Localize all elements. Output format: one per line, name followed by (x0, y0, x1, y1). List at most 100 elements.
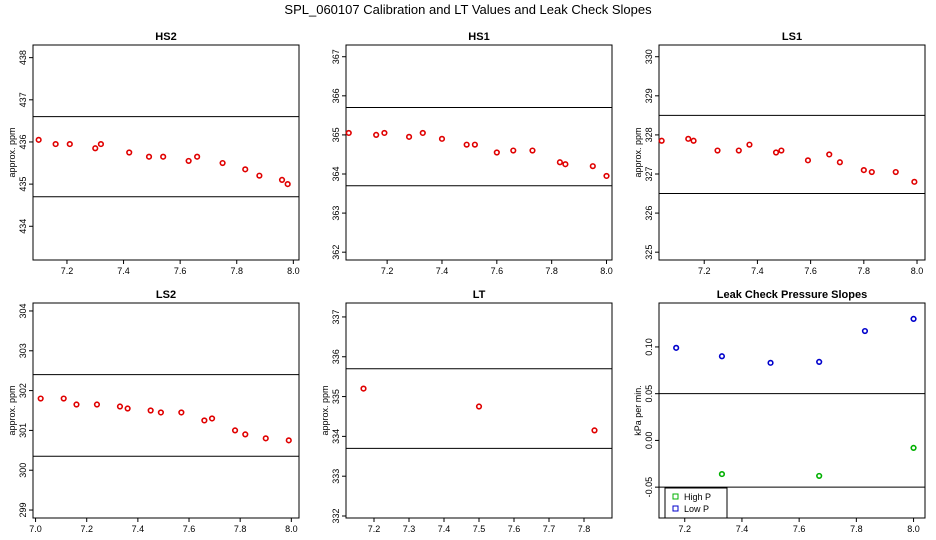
data-point (97, 140, 105, 148)
y-tick-label: 329 (644, 88, 654, 103)
x-tick-label: 7.8 (234, 524, 247, 534)
x-tick-label: 7.2 (698, 266, 711, 276)
data-point (556, 159, 563, 166)
x-tick-label: 7.8 (545, 266, 558, 276)
data-point (685, 135, 692, 142)
data-point (35, 136, 42, 143)
x-tick-label: 7.2 (368, 524, 381, 534)
y-tick-label: 437 (18, 92, 28, 107)
data-point (603, 172, 610, 180)
data-point (194, 153, 201, 160)
data-point (66, 140, 73, 148)
y-tick-label: 337 (331, 309, 341, 324)
y-axis-label: approx. ppm (7, 385, 17, 435)
data-point (147, 407, 154, 414)
data-point (285, 437, 292, 444)
data-point (718, 353, 726, 360)
data-point (360, 385, 367, 392)
legend-label: Low P (684, 504, 709, 514)
x-tick-label: 7.4 (132, 524, 145, 534)
data-point (256, 172, 263, 179)
x-tick-label: 7.6 (183, 524, 196, 534)
panel-title: Leak Check Pressure Slopes (717, 289, 867, 301)
data-point (92, 145, 99, 152)
y-tick-label: 435 (18, 177, 28, 192)
x-tick-label: 7.6 (491, 266, 504, 276)
x-tick-label: 7.6 (804, 266, 817, 276)
y-tick-label: 327 (644, 166, 654, 181)
x-tick-label: 8.0 (287, 266, 300, 276)
data-point (93, 401, 101, 408)
legend-swatch (672, 505, 679, 512)
data-point (475, 403, 483, 410)
y-tick-label: 367 (331, 49, 341, 64)
plot-frame (658, 44, 926, 261)
plot-frame (345, 44, 613, 261)
panel-leak: Leak Check Pressure Slopes 7.2 7.4 7.6 7.8 8.… (633, 289, 926, 534)
data-point (231, 427, 239, 434)
y-tick-label: 335 (331, 389, 341, 404)
y-tick-label: 365 (331, 127, 341, 142)
y-tick-label: 299 (18, 503, 28, 518)
data-point (73, 401, 80, 408)
x-tick-label: 7.4 (438, 524, 451, 534)
data-point (160, 153, 167, 160)
legend: High P Low P (664, 487, 728, 519)
data-point (126, 149, 133, 156)
data-point (493, 149, 500, 156)
data-point (145, 153, 153, 160)
y-tick-label: 333 (331, 469, 341, 484)
data-point (157, 409, 164, 416)
data-point (910, 315, 917, 322)
x-tick-label: 7.0 (29, 524, 42, 534)
y-tick-label: 326 (644, 206, 654, 221)
x-tick-label: 7.3 (403, 524, 416, 534)
x-tick-label: 7.6 (508, 524, 521, 534)
panel-hs1: HS1 7.2 7.4 7.6 7.8 8.0 362 363 364 365 366 367 (331, 31, 613, 276)
data-point (714, 147, 721, 154)
legend-box (664, 487, 728, 519)
data-point (405, 133, 413, 140)
data-point (208, 415, 216, 422)
y-tick-label: 334 (331, 429, 341, 444)
y-tick-label: 336 (331, 349, 341, 364)
y-tick-label: 0.00 (644, 432, 654, 450)
data-point (529, 147, 536, 154)
data-point (892, 168, 899, 176)
panel-title: HS2 (155, 31, 176, 43)
x-tick-label: 7.8 (578, 524, 591, 534)
data-point (219, 159, 226, 167)
y-axis-label: kPa per min. (633, 385, 643, 436)
y-tick-label: 362 (331, 245, 341, 260)
panel-title: LS2 (156, 289, 176, 301)
data-point (278, 176, 286, 184)
figure-title: SPL_060107 Calibration and LT Values and… (284, 2, 652, 17)
y-tick-label: 303 (18, 343, 28, 358)
data-point (37, 395, 44, 402)
panel-title: LT (473, 289, 486, 301)
x-tick-label: 7.4 (751, 266, 764, 276)
x-tick-label: 7.2 (381, 266, 394, 276)
data-point (860, 166, 867, 174)
x-tick-label: 7.2 (80, 524, 93, 534)
data-point (911, 178, 918, 185)
x-tick-label: 7.2 (678, 524, 691, 534)
x-tick-label: 7.6 (793, 524, 806, 534)
x-tick-label: 7.4 (436, 266, 449, 276)
y-tick-label: 434 (18, 219, 28, 234)
data-point (718, 470, 726, 478)
x-tick-label: 7.6 (174, 266, 187, 276)
y-axis-label: approx. ppm (7, 127, 17, 177)
data-point (816, 472, 823, 480)
y-tick-label: 363 (331, 206, 341, 221)
x-tick-label: 8.0 (907, 524, 920, 534)
data-point (124, 405, 131, 412)
data-point (185, 157, 192, 165)
data-point (510, 147, 517, 154)
data-point (373, 131, 380, 139)
x-tick-label: 7.5 (473, 524, 486, 534)
data-point (816, 358, 823, 365)
panel-hs2: HS2 7.2 7.4 7.6 7.8 8.0 434 435 436 437 438 approx.… (7, 31, 300, 276)
legend-swatch (672, 493, 679, 500)
